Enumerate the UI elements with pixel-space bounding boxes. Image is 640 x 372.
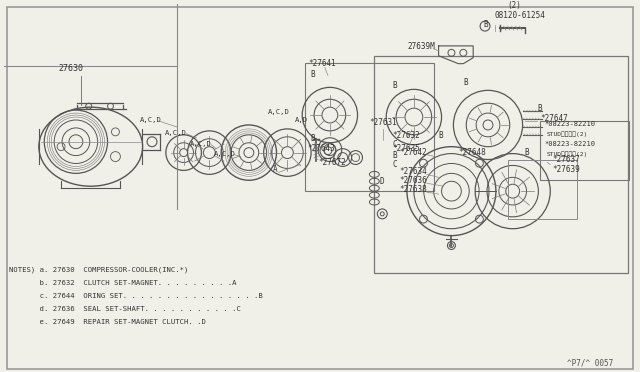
Text: *27635: *27635: [392, 144, 420, 153]
Text: 27630: 27630: [58, 64, 83, 73]
Text: *27639: *27639: [552, 166, 580, 174]
Text: b. 27632  CLUTCH SET-MAGNET. . . . . . . . .A: b. 27632 CLUTCH SET-MAGNET. . . . . . . …: [9, 280, 236, 286]
Text: *27648: *27648: [458, 148, 486, 157]
Text: *27638: *27638: [399, 185, 427, 194]
Text: A,C,D: A,C,D: [140, 117, 162, 123]
Text: STUDスタッド(2): STUDスタッド(2): [547, 131, 588, 137]
Text: B: B: [483, 20, 488, 29]
Text: *27643: *27643: [307, 144, 335, 153]
Text: 27639M: 27639M: [407, 42, 435, 51]
Text: *27672: *27672: [318, 158, 346, 167]
Text: A,D: A,D: [295, 117, 308, 123]
Text: A,C,D: A,C,D: [268, 109, 289, 115]
Text: A,C,D: A,C,D: [189, 141, 211, 147]
Text: *27632: *27632: [392, 131, 420, 140]
Bar: [305, 63, 434, 191]
Text: d. 27636  SEAL SET-SHAFT. . . . . . . . . . .C: d. 27636 SEAL SET-SHAFT. . . . . . . . .…: [9, 306, 241, 312]
Text: e. 27649  REPAIR SET-MAGNET CLUTCH. .D: e. 27649 REPAIR SET-MAGNET CLUTCH. .D: [9, 318, 205, 324]
Text: *27637: *27637: [552, 155, 580, 164]
Text: *27647: *27647: [540, 114, 568, 123]
Text: B: B: [392, 81, 397, 90]
Text: *27642: *27642: [399, 148, 427, 157]
Text: *08223-82210: *08223-82210: [545, 141, 595, 147]
Text: D: D: [380, 177, 384, 186]
Text: *27636: *27636: [399, 176, 427, 185]
Text: A: A: [273, 166, 277, 174]
Text: *27641: *27641: [308, 59, 336, 68]
Text: B: B: [538, 104, 542, 113]
Text: A,C,D: A,C,D: [165, 130, 187, 136]
Text: 08120-61254: 08120-61254: [495, 11, 546, 20]
Text: B: B: [525, 148, 529, 157]
Text: STUDスタッド(2): STUDスタッド(2): [547, 151, 588, 157]
Bar: [508, 160, 577, 219]
Text: *08223-82210: *08223-82210: [545, 121, 595, 127]
Text: ^P7/^ 0057: ^P7/^ 0057: [567, 358, 613, 367]
Text: C: C: [392, 140, 397, 149]
Text: *27634: *27634: [399, 167, 427, 176]
Text: A,C,D: A,C,D: [214, 151, 236, 157]
Bar: [540, 121, 629, 180]
Text: B: B: [310, 70, 315, 80]
Text: B: B: [463, 78, 468, 87]
Text: *27631: *27631: [369, 118, 397, 127]
Text: B: B: [310, 134, 315, 143]
Text: c. 27644  ORING SET. . . . . . . . . . . . . . . .B: c. 27644 ORING SET. . . . . . . . . . . …: [9, 293, 262, 299]
Bar: [374, 56, 628, 273]
Text: C: C: [392, 160, 397, 169]
Text: B: B: [392, 151, 397, 160]
Text: NOTES) a. 27630  COMPRESSOR-COOLER(INC.*): NOTES) a. 27630 COMPRESSOR-COOLER(INC.*): [9, 267, 188, 273]
Text: (2): (2): [508, 1, 522, 10]
Text: B: B: [438, 131, 444, 140]
